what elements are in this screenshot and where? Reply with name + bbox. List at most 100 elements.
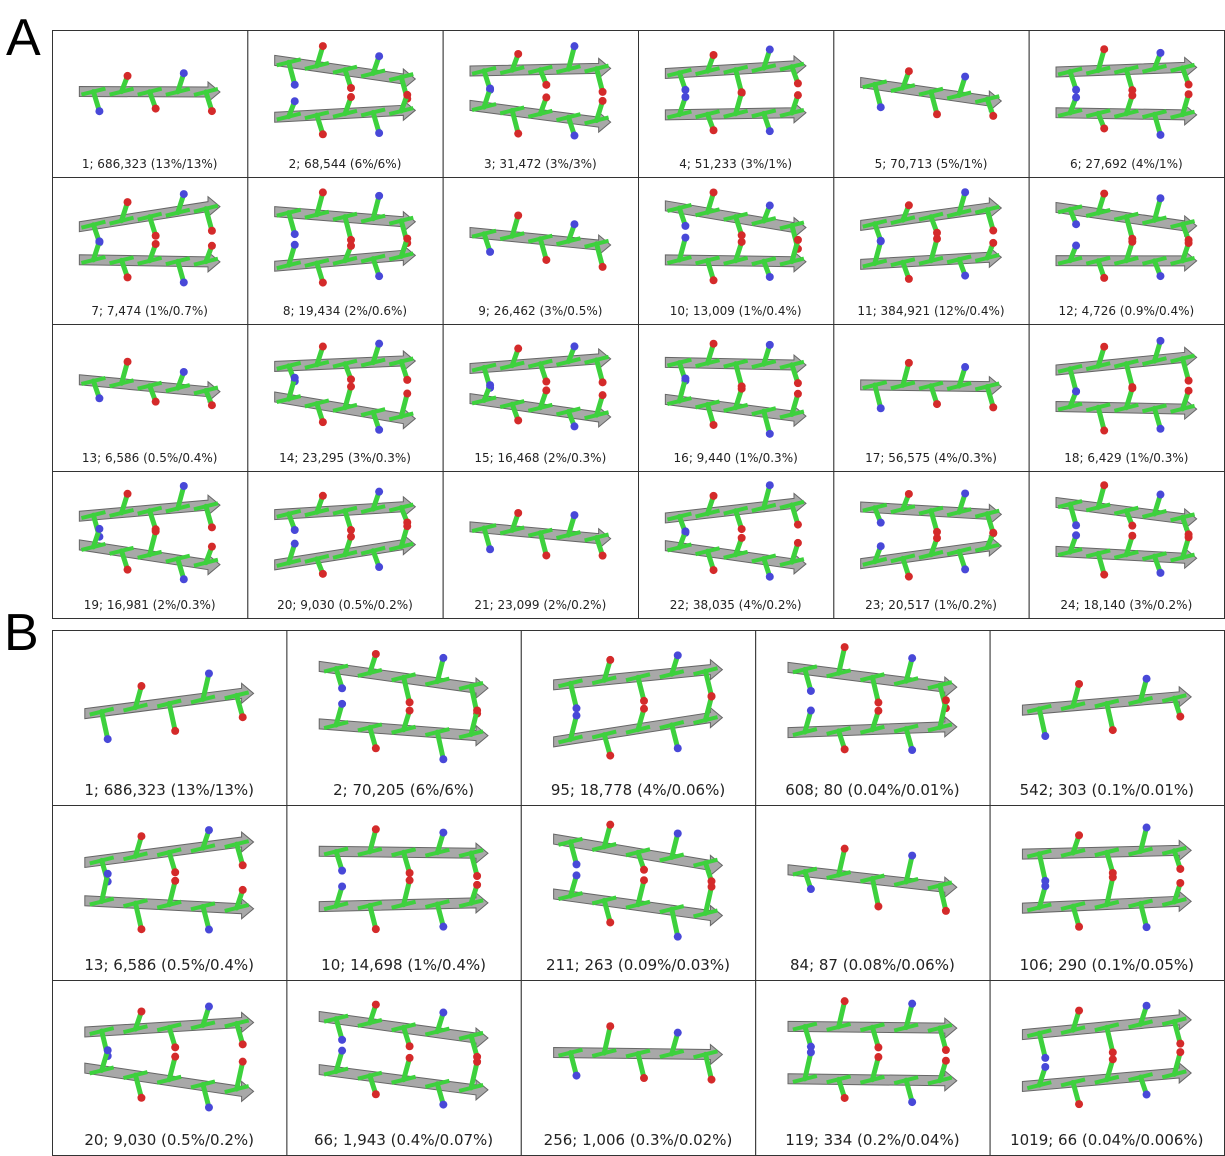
- atom: [794, 379, 802, 387]
- atom: [403, 390, 411, 398]
- atom: [766, 481, 774, 489]
- cell: 19; 16,981 (2%/0.3%): [53, 472, 248, 619]
- atom: [239, 886, 247, 894]
- atom: [1176, 865, 1184, 873]
- atom: [375, 192, 383, 200]
- atom: [961, 73, 969, 81]
- cell: 1; 686,323 (13%/13%): [53, 31, 248, 178]
- atom: [375, 129, 383, 137]
- atom: [942, 696, 950, 704]
- atom: [908, 1000, 916, 1008]
- atom: [542, 256, 550, 264]
- atom: [572, 1072, 580, 1080]
- atom: [208, 401, 216, 409]
- atom: [319, 343, 327, 351]
- cell-caption: 2; 68,544 (6%/6%): [289, 157, 402, 171]
- cell-caption: 95; 18,778 (4%/0.06%): [551, 781, 725, 799]
- atom: [439, 923, 447, 931]
- atom: [766, 202, 774, 210]
- atom: [570, 220, 578, 228]
- atom: [933, 110, 941, 118]
- atom: [319, 570, 327, 578]
- cell-border: [990, 981, 1224, 1156]
- atom: [606, 918, 614, 926]
- atom: [1100, 571, 1108, 579]
- atom: [1143, 675, 1151, 683]
- atom: [908, 852, 916, 860]
- atom: [841, 997, 849, 1005]
- cell-border: [756, 981, 990, 1156]
- cell: 15; 16,468 (2%/0.3%): [443, 325, 638, 472]
- atom: [180, 69, 188, 77]
- atom: [640, 866, 648, 874]
- cell-border: [521, 981, 755, 1156]
- atom: [1156, 491, 1164, 499]
- atom: [1075, 923, 1083, 931]
- atom: [606, 752, 614, 760]
- atom: [375, 426, 383, 434]
- atom: [375, 272, 383, 280]
- atom: [794, 236, 802, 244]
- atom: [208, 242, 216, 250]
- cell-border: [834, 325, 1029, 472]
- atom: [766, 341, 774, 349]
- atom: [319, 279, 327, 287]
- cell: 1; 686,323 (13%/13%): [53, 631, 287, 806]
- cell: 11; 384,921 (12%/0.4%): [834, 178, 1029, 325]
- cell: 14; 23,295 (3%/0.3%): [248, 325, 443, 472]
- atom: [681, 93, 689, 101]
- atom: [1156, 425, 1164, 433]
- atom: [137, 1008, 145, 1016]
- atom: [338, 882, 346, 890]
- atom: [738, 238, 746, 246]
- atom: [124, 273, 132, 281]
- atom: [375, 563, 383, 571]
- atom: [841, 845, 849, 853]
- atom: [95, 394, 103, 402]
- atom: [291, 540, 299, 548]
- cell-border: [834, 31, 1029, 178]
- cell-caption: 211; 263 (0.09%/0.03%): [546, 956, 730, 974]
- atom: [606, 821, 614, 829]
- atom: [570, 42, 578, 50]
- atom: [794, 539, 802, 547]
- atom: [124, 490, 132, 498]
- atom: [1156, 131, 1164, 139]
- cell: 10; 14,698 (1%/0.4%): [287, 806, 521, 981]
- atom: [124, 358, 132, 366]
- atom: [152, 105, 160, 113]
- cell-caption: 19; 16,981 (2%/0.3%): [84, 598, 216, 612]
- atom: [989, 227, 997, 235]
- atom: [1128, 238, 1136, 246]
- atom: [766, 273, 774, 281]
- atom: [989, 239, 997, 247]
- atom: [1176, 1048, 1184, 1056]
- atom: [599, 97, 607, 105]
- atom: [1075, 680, 1083, 688]
- atom: [180, 482, 188, 490]
- atom: [347, 375, 355, 383]
- atom: [1109, 1055, 1117, 1063]
- cell: 9; 26,462 (3%/0.5%): [443, 178, 638, 325]
- cell-caption: 4; 51,233 (3%/1%): [679, 157, 792, 171]
- atom: [406, 876, 414, 884]
- atom: [171, 727, 179, 735]
- atom: [794, 79, 802, 87]
- cell-border: [248, 31, 443, 178]
- cell-caption: 84; 87 (0.08%/0.06%): [790, 956, 955, 974]
- atom: [1109, 1048, 1117, 1056]
- atom: [439, 654, 447, 662]
- figure: A B 1; 686,323 (13%/13%)2; 68,544 (6%/6%…: [0, 0, 1225, 1156]
- atom: [570, 511, 578, 519]
- atom: [239, 861, 247, 869]
- atom: [208, 543, 216, 551]
- atom: [942, 1057, 950, 1065]
- atom: [989, 529, 997, 537]
- panel-letter: A: [6, 9, 41, 67]
- atom: [710, 566, 718, 574]
- atom: [95, 525, 103, 533]
- cell-border: [53, 31, 248, 178]
- cell-caption: 10; 13,009 (1%/0.4%): [670, 304, 802, 318]
- atom: [180, 575, 188, 583]
- atom: [877, 542, 885, 550]
